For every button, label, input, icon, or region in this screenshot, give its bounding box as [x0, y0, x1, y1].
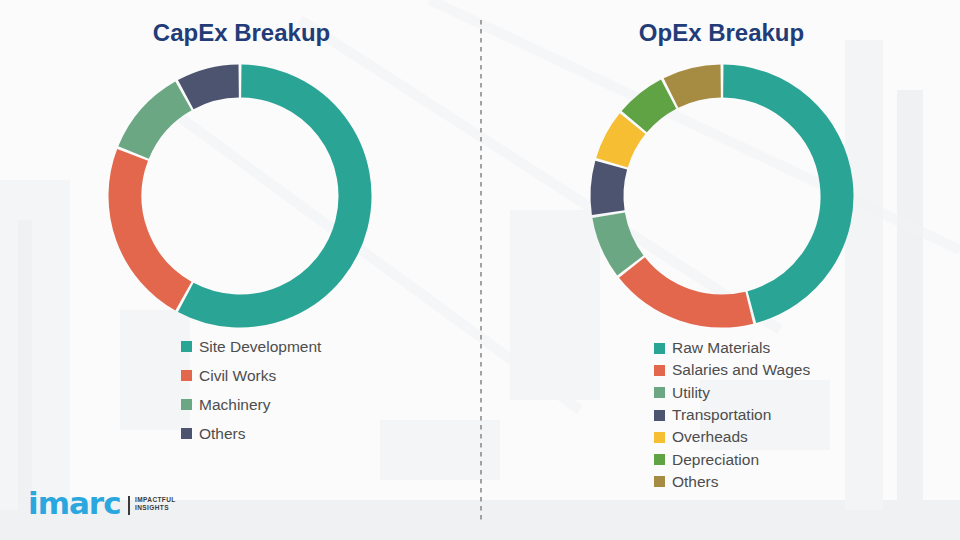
legend-item: Site Development: [181, 332, 321, 361]
legend-item: Transportation: [654, 404, 810, 426]
legend-item: Others: [654, 471, 810, 493]
legend-label: Salaries and Wages: [672, 361, 810, 379]
donut-segment-transportation: [607, 165, 611, 213]
legend-item: Civil Works: [181, 361, 321, 390]
legend-marker: [654, 365, 665, 376]
donut-segment-others: [186, 81, 239, 95]
legend-label: Others: [672, 473, 719, 491]
legend-label: Raw Materials: [672, 339, 770, 357]
legend-item: Others: [181, 419, 321, 448]
legend-label: Utility: [672, 384, 710, 402]
divider-dashed-line: [478, 0, 484, 540]
legend-label: Civil Works: [199, 367, 276, 385]
legend-item: Salaries and Wages: [654, 359, 810, 381]
donut-segment-depreciation: [634, 94, 668, 122]
donut-segment-others: [671, 81, 721, 93]
legend-item: Overheads: [654, 426, 810, 448]
legend-marker: [654, 410, 665, 421]
legend-label: Overheads: [672, 428, 748, 446]
legend-marker: [654, 387, 665, 398]
slide-canvas: { "chart_data": [ { "type": "donut", "ti…: [0, 0, 960, 540]
opex-title: OpEx Breakup: [483, 19, 960, 47]
logo-tagline: IMPACTFUL INSIGHTS: [135, 496, 176, 513]
legend-label: Transportation: [672, 406, 771, 424]
logo-divider-bar: [128, 496, 131, 515]
capex-donut-chart: [105, 61, 375, 331]
legend-item: Machinery: [181, 390, 321, 419]
opex-legend: Raw Materials Salaries and Wages Utility Tr…: [654, 337, 810, 493]
legend-label: Site Development: [199, 338, 321, 356]
donut-segment-machinery: [134, 96, 184, 153]
donut-segment-utility: [609, 215, 631, 265]
legend-label: Others: [199, 425, 246, 443]
legend-marker: [181, 370, 192, 381]
legend-marker: [181, 341, 192, 352]
legend-item: Utility: [654, 382, 810, 404]
donut-segment-raw-materials: [723, 81, 837, 307]
donut-segment-overheads: [612, 124, 633, 163]
donut-segment-salaries-and-wages: [632, 268, 749, 311]
legend-item: Raw Materials: [654, 337, 810, 359]
legend-item: Depreciation: [654, 448, 810, 470]
logo-tagline-line2: INSIGHTS: [135, 504, 169, 511]
donut-segment-site-development: [186, 81, 355, 311]
legend-label: Machinery: [199, 396, 271, 414]
legend-marker: [654, 454, 665, 465]
legend-marker: [654, 343, 665, 354]
legend-label: Depreciation: [672, 451, 759, 469]
logo-tagline-line1: IMPACTFUL: [135, 496, 176, 503]
legend-marker: [654, 432, 665, 443]
imarc-wordmark: imarc: [28, 488, 121, 519]
imarc-logo: imarc IMPACTFUL INSIGHTS: [28, 488, 176, 519]
legend-marker: [654, 476, 665, 487]
legend-marker: [181, 399, 192, 410]
legend-marker: [181, 428, 192, 439]
capex-legend: Site Development Civil Works Machinery Othe…: [181, 332, 321, 448]
opex-donut-chart: [587, 61, 857, 331]
donut-segment-civil-works: [125, 155, 183, 296]
capex-title: CapEx Breakup: [0, 19, 483, 47]
